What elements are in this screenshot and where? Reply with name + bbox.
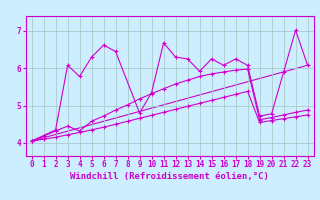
- X-axis label: Windchill (Refroidissement éolien,°C): Windchill (Refroidissement éolien,°C): [70, 172, 269, 181]
